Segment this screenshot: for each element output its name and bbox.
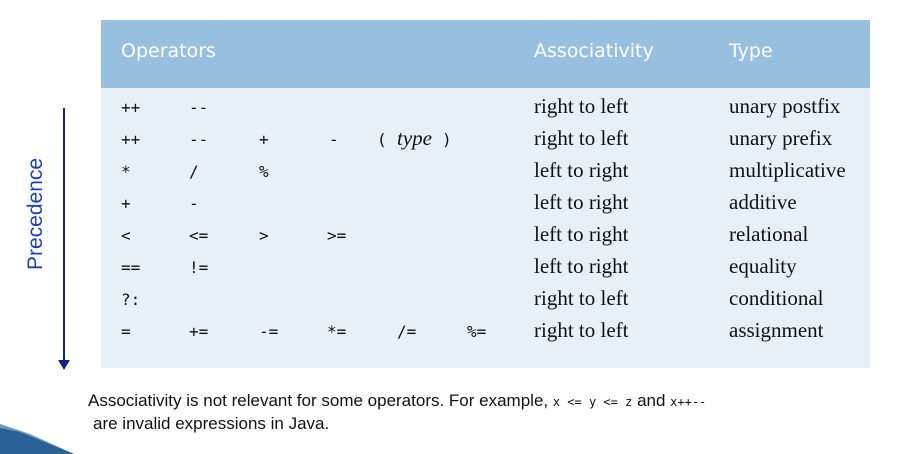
table-row: ++ -- + - ( type ) right to left unary p… [101, 124, 870, 156]
operator: /= [397, 322, 417, 341]
operator: != [189, 258, 209, 277]
table-row: ?: right to left conditional [101, 284, 870, 316]
type-cell: multiplicative [729, 158, 846, 182]
associativity-note: Associativity is not relevant for some o… [88, 390, 706, 435]
operator: > [259, 226, 269, 245]
associativity-cell: right to left [534, 126, 629, 150]
table-row: + - left to right additive [101, 188, 870, 220]
table-row: == != left to right equality [101, 252, 870, 284]
table-row: < <= > >= left to right relational [101, 220, 870, 252]
operator: == [121, 258, 141, 277]
operator: + [259, 130, 269, 149]
operator: >= [327, 226, 347, 245]
cast-type-word: type [397, 126, 432, 150]
operator: *= [327, 322, 347, 341]
operator: / [189, 162, 199, 181]
operator: %= [467, 322, 487, 341]
operator: -- [189, 130, 209, 149]
operator: + [121, 194, 131, 213]
associativity-cell: left to right [534, 254, 629, 278]
operator-precedence-table: Operators Associativity Type ++ -- right… [101, 20, 870, 368]
table-header: Operators Associativity Type [101, 20, 870, 88]
operator: - [329, 130, 339, 149]
associativity-cell: left to right [534, 158, 629, 182]
type-cell: assignment [729, 318, 824, 342]
associativity-cell: left to right [534, 222, 629, 246]
note-text: and [632, 391, 671, 410]
operator: ++ [121, 98, 141, 117]
type-cell: equality [729, 254, 797, 278]
note-text: are invalid expressions in Java. [93, 414, 330, 433]
table-row: ++ -- right to left unary postfix [101, 92, 870, 124]
header-operators: Operators [121, 40, 216, 62]
operator: * [121, 162, 131, 181]
operator: = [121, 322, 131, 341]
note-code-example: x++-- [670, 395, 707, 409]
precedence-label: Precedence [24, 157, 47, 270]
operator: -- [189, 98, 209, 117]
note-code-example: x <= y <= z [552, 395, 633, 409]
type-cell: additive [729, 190, 797, 214]
associativity-cell: left to right [534, 190, 629, 214]
operator: ++ [121, 130, 141, 149]
cast-close-paren: ) [442, 130, 452, 149]
operator: - [189, 194, 199, 213]
precedence-arrow [63, 108, 65, 366]
operator: -= [259, 322, 279, 341]
header-type: Type [729, 40, 773, 62]
type-cell: conditional [729, 286, 824, 310]
operator: <= [189, 226, 209, 245]
type-cell: relational [729, 222, 809, 246]
table-row: = += -= *= /= %= right to left assignmen… [101, 316, 870, 348]
arrow-down-icon [58, 360, 70, 370]
associativity-cell: right to left [534, 94, 629, 118]
operator: += [189, 322, 209, 341]
slide-corner-decoration [0, 424, 74, 454]
operator: % [259, 162, 269, 181]
operator: < [121, 226, 131, 245]
cast-open-paren: ( [377, 130, 387, 149]
type-cell: unary prefix [729, 126, 833, 150]
type-cell: unary postfix [729, 94, 841, 118]
note-text: Associativity is not relevant for some o… [88, 391, 553, 410]
operator: ?: [121, 290, 141, 309]
associativity-cell: right to left [534, 318, 629, 342]
header-associativity: Associativity [534, 40, 654, 62]
table-row: * / % left to right multiplicative [101, 156, 870, 188]
associativity-cell: right to left [534, 286, 629, 310]
